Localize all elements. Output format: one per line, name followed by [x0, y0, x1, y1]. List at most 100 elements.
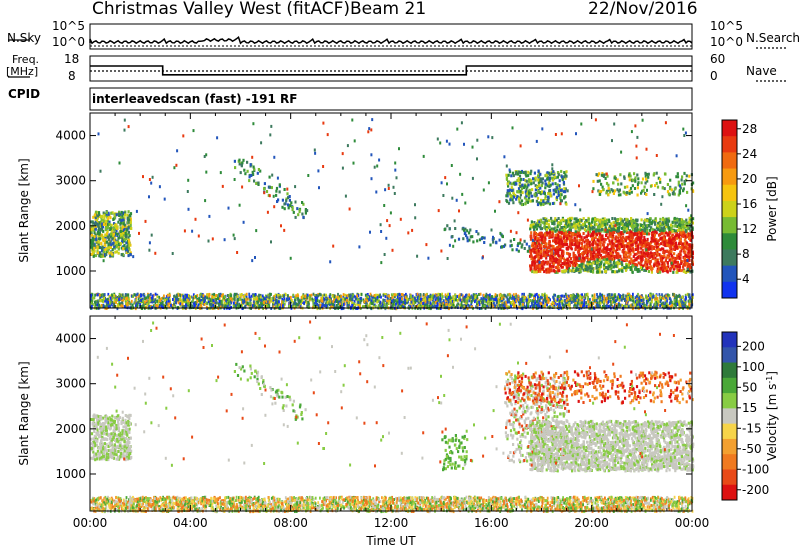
data-cell [144, 297, 146, 301]
data-cell [450, 299, 453, 302]
data-cell [170, 304, 172, 307]
freq-series-line [90, 65, 692, 76]
data-cell [346, 303, 349, 307]
data-cell [208, 292, 211, 296]
data-cell [533, 221, 536, 224]
data-cell [431, 294, 434, 298]
data-cell [222, 296, 224, 300]
data-cell [120, 234, 123, 237]
data-cell [507, 173, 510, 177]
data-cell [460, 298, 463, 302]
data-cell [532, 223, 535, 226]
data-cell [97, 234, 100, 238]
data-cell [655, 248, 658, 252]
data-cell [127, 238, 131, 242]
data-cell [522, 178, 525, 181]
data-cell [306, 293, 309, 297]
data-cell [592, 296, 595, 300]
data-cell [265, 300, 268, 304]
data-cell [239, 297, 242, 301]
data-cell [121, 229, 124, 233]
data-cell [124, 232, 127, 235]
data-cell [226, 302, 229, 306]
data-cell [251, 170, 254, 174]
data-cell [561, 265, 564, 269]
data-cell [348, 294, 351, 298]
data-cell [631, 228, 634, 232]
data-cell [101, 227, 104, 231]
data-cell [385, 301, 388, 304]
data-cell [562, 303, 565, 307]
data-cell [129, 212, 133, 216]
data-cell [581, 296, 583, 299]
data-cell [225, 299, 227, 303]
data-cell [661, 293, 663, 297]
data-cell [583, 228, 587, 232]
data-cell [510, 186, 513, 190]
data-cell [534, 293, 537, 297]
data-cell [517, 177, 520, 181]
data-cell [637, 292, 639, 296]
data-cell [103, 305, 106, 309]
data-cell [140, 294, 143, 297]
data-cell [498, 238, 501, 242]
data-cell [245, 298, 248, 302]
data-cell [119, 230, 122, 233]
data-cell [179, 296, 182, 300]
data-cell [117, 243, 121, 246]
data-cell [288, 195, 291, 198]
data-cell [639, 305, 642, 309]
data-cell [522, 302, 524, 306]
data-cell [255, 295, 258, 299]
data-cell [596, 297, 599, 301]
data-cell [393, 303, 396, 307]
data-cell [500, 299, 503, 303]
data-cell [423, 298, 425, 302]
data-cell [409, 302, 412, 306]
data-cell [466, 239, 469, 243]
data-cell [687, 299, 690, 303]
data-cell [306, 296, 309, 300]
data-cell [103, 293, 106, 297]
data-cell [564, 303, 566, 307]
data-cell [439, 297, 442, 301]
data-cell [219, 305, 222, 309]
data-cell [415, 299, 418, 303]
data-cell [683, 220, 686, 224]
data-cell [632, 255, 635, 259]
data-cell [505, 176, 508, 180]
data-cell [139, 303, 141, 307]
data-cell [545, 201, 548, 205]
data-cell [470, 300, 473, 304]
data-cell [191, 300, 193, 304]
data-cell [286, 294, 289, 298]
data-cell [302, 294, 304, 298]
data-cell [373, 303, 376, 307]
data-cell [208, 302, 211, 306]
data-cell [379, 300, 382, 304]
data-cell [520, 203, 523, 207]
data-cell [436, 302, 439, 306]
data-cell [456, 304, 458, 308]
data-cell [531, 260, 534, 264]
data-cell [505, 173, 508, 177]
data-cell [499, 299, 501, 303]
data-cell [669, 305, 672, 309]
data-cell [99, 305, 101, 309]
data-cell [514, 300, 517, 304]
data-cell [292, 305, 294, 309]
data-cell [678, 305, 681, 309]
data-cell [271, 297, 274, 300]
data-cell [223, 298, 226, 302]
data-cell [351, 304, 353, 307]
data-cell [434, 298, 437, 302]
data-cell [202, 294, 205, 298]
data-cell [119, 231, 123, 235]
data-cell [454, 227, 457, 230]
data-cell [624, 304, 626, 308]
data-cell [478, 303, 481, 307]
data-cell [207, 300, 210, 304]
data-cell [106, 219, 109, 223]
data-cell [524, 201, 527, 205]
data-cell [457, 302, 460, 306]
